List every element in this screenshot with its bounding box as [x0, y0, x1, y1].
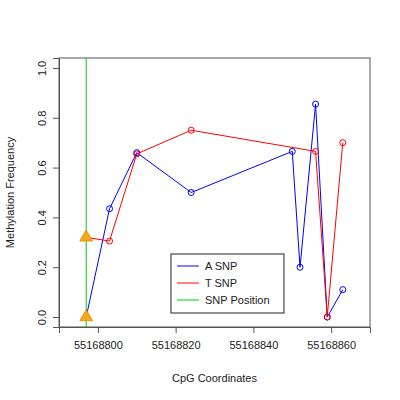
- chart: 551688005516882055168840551688600.00.20.…: [0, 0, 400, 400]
- y-tick-label: 1.0: [36, 61, 48, 76]
- x-tick-label: 55168800: [74, 339, 123, 351]
- series-point: [134, 151, 140, 157]
- y-tick: 0.0: [36, 310, 59, 325]
- series-point: [188, 190, 194, 196]
- x-axis: 55168800 55168820 55168840 55168860: [60, 327, 371, 351]
- snp-marker: [80, 310, 93, 321]
- legend-swatch: [177, 266, 199, 267]
- plot-area: [80, 58, 346, 327]
- y-tick-label: 0.8: [36, 111, 48, 126]
- y-tick-mark: [53, 168, 59, 169]
- y-tick-mark: [53, 68, 59, 69]
- x-tick-label: 55168820: [152, 339, 201, 351]
- y-tick: 0.6: [36, 160, 59, 175]
- legend-label: A SNP: [205, 260, 237, 272]
- snp-marker: [80, 230, 93, 241]
- series-line: [86, 130, 343, 317]
- series-point: [289, 148, 295, 154]
- plot-frame: [59, 58, 370, 327]
- x-tick-mark: [98, 327, 99, 333]
- x-tick-mark: [176, 327, 177, 333]
- series-line: [86, 104, 343, 317]
- legend: A SNP T SNP SNP Position: [171, 254, 284, 313]
- legend-label: SNP Position: [205, 294, 270, 306]
- y-tick: 0.2: [36, 260, 59, 275]
- x-tick-label: 55168840: [229, 339, 278, 351]
- y-tick-label: 0.4: [36, 210, 48, 225]
- y-tick-label: 0.6: [36, 160, 48, 175]
- series-point: [340, 287, 346, 293]
- series-point: [313, 148, 319, 154]
- series-point: [107, 238, 113, 244]
- y-tick-mark: [53, 267, 59, 268]
- y-tick-label: 0.2: [36, 260, 48, 275]
- y-tick: 0.8: [36, 111, 59, 126]
- y-tick-label: 0.0: [36, 310, 48, 325]
- legend-frame: [171, 254, 284, 313]
- x-axis-title: CpG Coordinates: [172, 372, 257, 384]
- y-tick-mark: [53, 317, 59, 318]
- legend-label: T SNP: [205, 277, 237, 289]
- legend-swatch: [177, 300, 199, 301]
- y-tick-mark: [53, 217, 59, 218]
- x-tick-label: 55168860: [307, 339, 356, 351]
- x-tick: 55168800: [74, 327, 123, 351]
- series-point: [107, 206, 113, 212]
- series-point: [188, 127, 194, 133]
- legend-swatch: [177, 283, 199, 284]
- y-tick-mark: [53, 118, 59, 119]
- series-point: [313, 101, 319, 107]
- x-tick: 55168820: [152, 327, 201, 351]
- snp-position-line: [86, 58, 87, 327]
- y-axis: 0.0 0.2 0.4 0.6 0.8 1.0: [36, 59, 60, 328]
- y-axis-title: Methylation Frequency: [4, 136, 16, 248]
- x-tick: 55168840: [229, 327, 278, 351]
- x-tick: 55168860: [307, 327, 356, 351]
- y-tick: 1.0: [36, 61, 59, 76]
- series-point: [324, 314, 330, 320]
- y-tick: 0.4: [36, 210, 59, 225]
- series-point: [297, 264, 303, 270]
- x-axis-line: [60, 328, 371, 334]
- x-tick-mark: [253, 327, 254, 333]
- series-point: [324, 314, 330, 320]
- x-tick-mark: [331, 327, 332, 333]
- series-point: [340, 140, 346, 146]
